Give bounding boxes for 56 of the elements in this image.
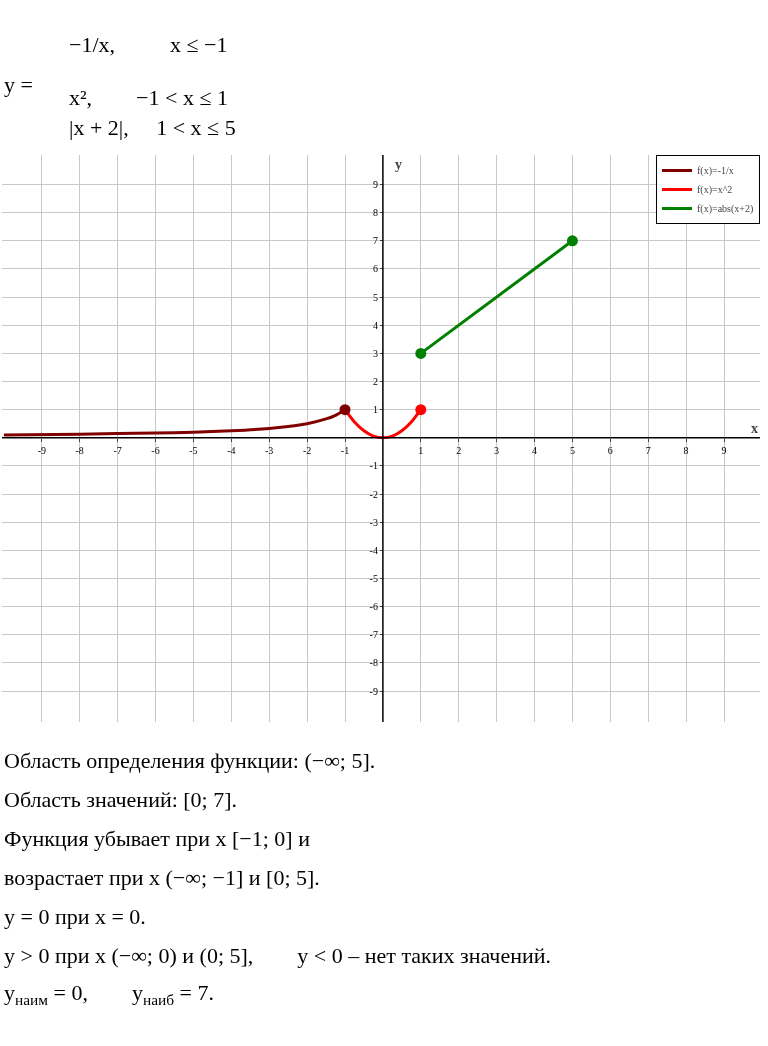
text: x², −1 < x ≤ 1	[69, 85, 228, 110]
x-tick-label: -9	[37, 444, 46, 456]
x-tick-label: -4	[227, 444, 236, 456]
text: возрастает при x (−∞; −1] и [0; 5].	[4, 865, 320, 890]
text: y$_{наим}$ = 0, y$_{наиб}$ = 7.	[4, 980, 215, 1008]
legend-label: f(x)=x^2	[697, 184, 733, 197]
text: Область определения функции: (−∞; 5].	[4, 748, 376, 773]
y-axis-title: y	[395, 157, 402, 172]
text: y = 0 при x = 0.	[4, 904, 146, 929]
x-tick-label: 1	[418, 444, 424, 456]
x-tick-label: 3	[494, 444, 500, 456]
text: Область значений: [0; 7].	[4, 787, 238, 812]
y-tick-label: -7	[369, 629, 378, 641]
x-tick-label: -5	[189, 444, 198, 456]
x-tick-label: 2	[456, 444, 462, 456]
y-tick-label: 1	[372, 404, 378, 416]
x-tick-label: 6	[607, 444, 613, 456]
x-tick-label: -2	[302, 444, 312, 456]
text: |x + 2|, 1 < x ≤ 5	[69, 115, 236, 140]
legend-label: f(x)=abs(x+2)	[697, 203, 754, 216]
y-tick-label: 8	[372, 207, 378, 219]
x-axis-title: x	[751, 421, 758, 436]
x-tick-label: 8	[683, 444, 689, 456]
point	[415, 347, 427, 359]
text: y =	[4, 72, 33, 97]
y-tick-label: 9	[372, 179, 378, 191]
x-tick-label: -7	[113, 444, 122, 456]
text: y > 0 при x (−∞; 0) и (0; 5], y < 0 – нет таких значений.	[4, 943, 552, 968]
legend-label: f(x)=-1/x	[697, 165, 734, 178]
x-tick-label: -1	[340, 444, 350, 456]
x-tick-label: -6	[151, 444, 160, 456]
y-tick-label: -3	[369, 516, 378, 528]
x-tick-label: 4	[532, 444, 537, 456]
y-tick-label: -8	[369, 657, 378, 669]
text: Функция убывает при x [−1; 0] и	[4, 826, 311, 851]
x-tick-label: 9	[721, 444, 727, 456]
y-tick-label: 3	[372, 347, 378, 359]
x-tick-label: 5	[569, 444, 575, 456]
text: −1/x, x ≤ −1	[69, 32, 228, 57]
point	[339, 404, 351, 416]
y-tick-label: -6	[369, 601, 378, 613]
point	[566, 235, 578, 247]
point	[415, 404, 427, 416]
y-tick-label: 6	[372, 263, 378, 275]
y-tick-label: -5	[369, 572, 378, 584]
y-tick-label: -9	[369, 685, 378, 697]
y-tick-label: 5	[372, 291, 378, 303]
x-tick-label: -8	[75, 444, 84, 456]
y-tick-label: -1	[369, 460, 378, 472]
y-tick-label: 4	[372, 319, 378, 331]
y-tick-label: 7	[372, 235, 378, 247]
x-tick-label: 7	[645, 444, 651, 456]
y-tick-label: -2	[369, 488, 378, 500]
x-tick-label: -3	[265, 444, 274, 456]
y-tick-label: -4	[369, 544, 378, 556]
y-tick-label: 2	[372, 376, 378, 388]
